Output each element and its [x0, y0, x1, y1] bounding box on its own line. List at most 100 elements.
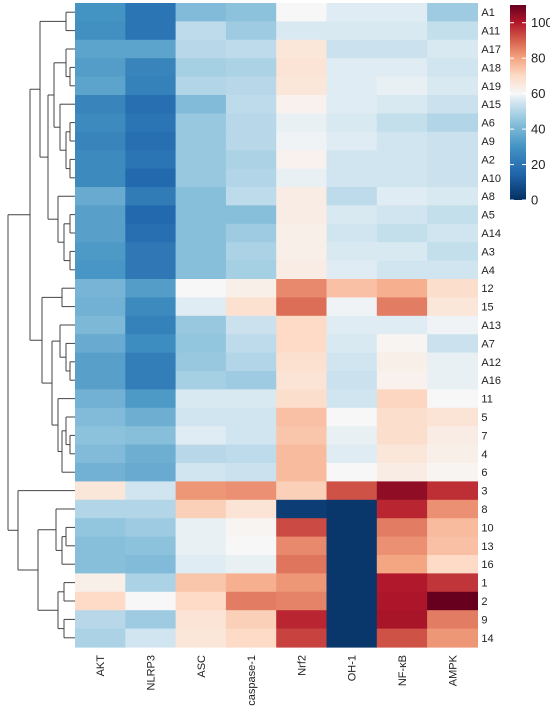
heatmap-cell [125, 389, 177, 409]
heatmap-cell [125, 150, 177, 170]
heatmap-cell [276, 352, 328, 372]
heatmap-cell [75, 223, 126, 243]
heatmap-cell [276, 463, 328, 482]
heatmap-cell [125, 591, 177, 611]
heatmap-cell [326, 407, 378, 427]
heatmap-cell [125, 628, 177, 648]
heatmap-cell [125, 168, 177, 188]
heatmap-cell [225, 242, 277, 262]
column-label: NF-κB [397, 655, 409, 686]
heatmap-cell [125, 371, 177, 390]
heatmap-cell [376, 610, 428, 630]
heatmap-cell [125, 518, 177, 538]
heatmap-cell [376, 95, 428, 114]
heatmap-cell [75, 555, 126, 574]
heatmap-cell [75, 481, 126, 501]
heatmap-cell [225, 334, 277, 354]
heatmap-cell [276, 444, 328, 464]
heatmap-cell [376, 187, 428, 206]
heatmap-cell [427, 628, 478, 648]
row-label: A13 [481, 320, 501, 332]
row-label: 7 [481, 430, 487, 442]
row-label: A10 [481, 173, 501, 185]
heatmap-cell [326, 3, 378, 22]
heatmap-cell [225, 555, 277, 574]
heatmap-cell [75, 352, 126, 372]
heatmap-cell [376, 426, 428, 446]
heatmap-cell [326, 260, 378, 280]
color-legend-bar [510, 5, 526, 200]
heatmap-cell [276, 76, 328, 96]
column-label: ASC [196, 655, 208, 678]
heatmap-cell [225, 39, 277, 59]
heatmap-cell [427, 573, 478, 593]
heatmap-cell [225, 187, 277, 206]
heatmap-cell [75, 591, 126, 611]
heatmap-cell [427, 315, 478, 335]
row-label: A3 [481, 246, 494, 258]
heatmap-cell [75, 518, 126, 538]
heatmap-cell [326, 113, 378, 133]
heatmap-cell [276, 371, 328, 390]
row-label: A18 [481, 62, 501, 74]
heatmap-cell [175, 95, 227, 114]
heatmap-cell [427, 610, 478, 630]
heatmap-cell [75, 334, 126, 354]
heatmap-cell [326, 518, 378, 538]
heatmap-cell [326, 628, 378, 648]
heatmap-cell [276, 389, 328, 409]
heatmap-cell [75, 39, 126, 59]
heatmap-cell [225, 463, 277, 482]
heatmap-cell [427, 481, 478, 501]
row-dendrogram [7, 11, 75, 639]
heatmap-cell [75, 499, 126, 519]
heatmap-cell [276, 168, 328, 188]
column-label: OH-1 [347, 655, 359, 681]
heatmap-cell [427, 3, 478, 22]
heatmap-cell [175, 407, 227, 427]
heatmap-cell [326, 481, 378, 501]
heatmap-cell [175, 536, 227, 556]
heatmap-cell [225, 628, 277, 648]
heatmap-cell [326, 39, 378, 59]
heatmap-cell [175, 518, 227, 538]
heatmap-cell [75, 315, 126, 335]
heatmap-cell [276, 315, 328, 335]
heatmap-cell [75, 260, 126, 280]
heatmap-cell [125, 39, 177, 59]
row-label: A19 [481, 81, 501, 93]
heatmap-cell [175, 628, 227, 648]
row-label: 10 [481, 522, 493, 534]
row-label: A6 [481, 118, 494, 130]
heatmap-cell [427, 39, 478, 59]
heatmap-cell [225, 426, 277, 446]
heatmap-cell [376, 21, 428, 41]
heatmap-cell [125, 555, 177, 574]
heatmap-cell [175, 223, 227, 243]
heatmap-cell [225, 260, 277, 280]
row-label: 1 [481, 578, 487, 590]
heatmap-cell [326, 499, 378, 519]
heatmap-cell [125, 260, 177, 280]
heatmap-cell [225, 95, 277, 114]
heatmap-cell [427, 279, 478, 298]
heatmap-cell [225, 279, 277, 298]
heatmap-cell [427, 352, 478, 372]
heatmap-cell [175, 39, 227, 59]
heatmap-cell [125, 297, 177, 317]
heatmap-cell [427, 76, 478, 96]
heatmap-cell [276, 3, 328, 22]
row-label: A8 [481, 191, 494, 203]
heatmap-cell [376, 315, 428, 335]
heatmap-cell [427, 113, 478, 133]
heatmap-cell [276, 499, 328, 519]
heatmap-cell [326, 223, 378, 243]
heatmap-cell [125, 95, 177, 114]
heatmap-cell [376, 407, 428, 427]
heatmap-cell [225, 518, 277, 538]
heatmap-cell [276, 279, 328, 298]
heatmap-cell [75, 426, 126, 446]
heatmap-cell [125, 426, 177, 446]
row-label: A7 [481, 338, 494, 350]
heatmap-cell [75, 463, 126, 482]
